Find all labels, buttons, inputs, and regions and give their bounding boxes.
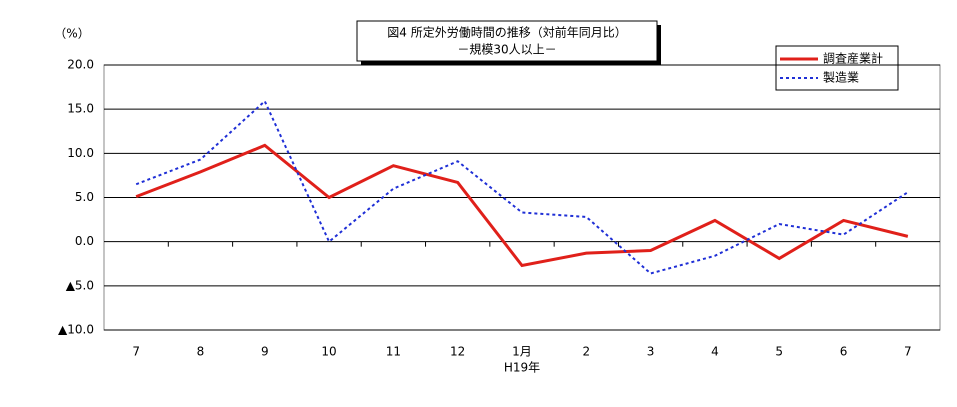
- x-tick-label: 7: [132, 345, 140, 359]
- series-line: [135, 143, 909, 268]
- y-tick-label: 0.0: [75, 234, 94, 248]
- y-tick-label: ▲10.0: [58, 323, 94, 337]
- y-axis-unit: （%）: [54, 27, 89, 41]
- x-tick-label: 12: [450, 345, 465, 359]
- legend-label: 調査産業計: [823, 51, 883, 66]
- x-tick-label: 6: [840, 345, 848, 359]
- x-tick-label: 10: [321, 345, 336, 359]
- y-tick-label: 5.0: [75, 190, 94, 204]
- y-tick-label: 20.0: [67, 58, 94, 72]
- x-axis-label: H19年: [504, 361, 540, 375]
- x-tick-label: 11: [386, 345, 401, 359]
- y-tick-label: 15.0: [67, 102, 94, 116]
- x-tick-label: 8: [197, 345, 205, 359]
- title-box: [356, 20, 658, 62]
- legend-label: 製造業: [823, 71, 859, 85]
- y-tick-label: ▲5.0: [66, 278, 94, 292]
- chart-subtitle: －規模30人以上－: [457, 42, 556, 57]
- x-tick-label: 7: [904, 345, 912, 359]
- x-tick-label: 1月: [512, 345, 532, 359]
- x-tick-label: 3: [647, 345, 655, 359]
- x-tick-label: 4: [711, 345, 719, 359]
- chart-title: 図4 所定外労働時間の推移（対前年同月比）: [387, 25, 626, 40]
- x-tick-label: 5: [775, 345, 783, 359]
- x-tick-label: 2: [582, 345, 590, 359]
- series-line: [135, 99, 909, 275]
- y-tick-label: 10.0: [67, 146, 94, 160]
- x-tick-label: 9: [261, 345, 269, 359]
- legend-box: [775, 45, 899, 91]
